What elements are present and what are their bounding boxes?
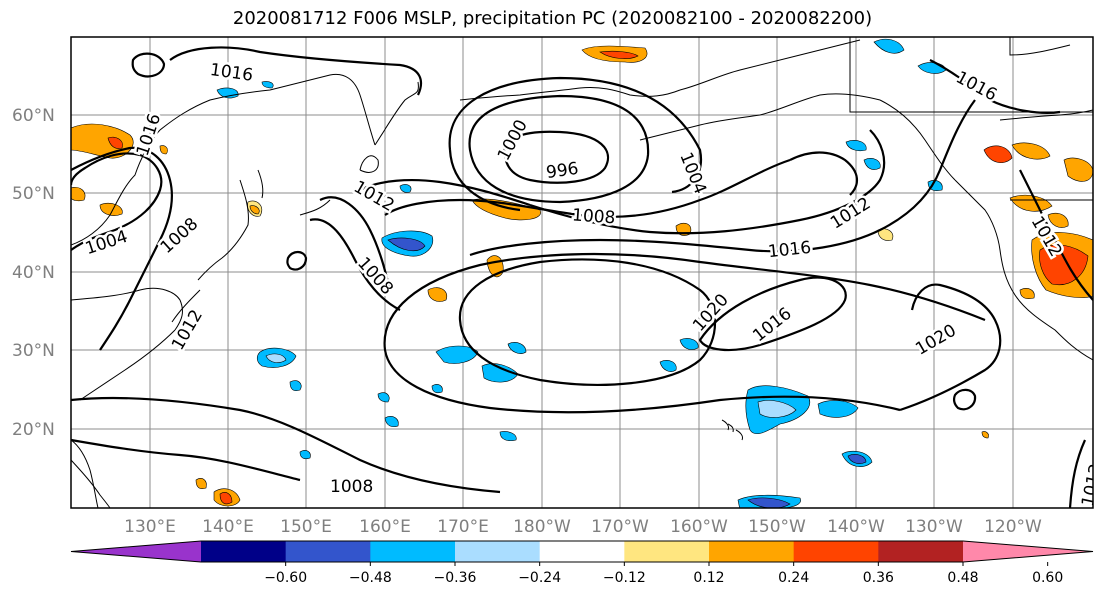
map-border <box>70 36 1094 509</box>
lon-label: 170°W <box>591 517 649 537</box>
colorbar-segment <box>709 541 795 562</box>
colorbar-tick-label: −0.36 <box>434 570 477 586</box>
lon-label: 140°E <box>202 517 254 537</box>
lon-label: 180°W <box>513 517 571 537</box>
colorbar-tick-label: −0.12 <box>603 570 646 586</box>
contour-label: 1008 <box>571 205 616 228</box>
colorbar-segment <box>878 541 964 562</box>
colorbar: −0.60 −0.48 −0.36 −0.24 −0.12 0.12 0.24 0.36 0.4… <box>70 540 1094 586</box>
colorbar-tick-label: 0.60 <box>1032 570 1063 586</box>
lat-label: 60°N <box>12 106 55 126</box>
coastlines <box>71 37 1093 508</box>
colorbar-outline <box>70 540 1094 563</box>
colorbar-tick-label: −0.24 <box>518 570 561 586</box>
colorbar-tick-label: 0.48 <box>947 570 978 586</box>
colorbar-tick-label: 0.36 <box>863 570 894 586</box>
colorbar-segment <box>624 541 710 562</box>
lon-label: 170°E <box>437 517 489 537</box>
colorbar-extend-min <box>71 541 201 562</box>
colorbar-segment <box>285 541 371 562</box>
lat-label: 30°N <box>12 341 55 361</box>
colorbar-tick-label: −0.48 <box>349 570 392 586</box>
lon-label: 160°E <box>359 517 411 537</box>
lon-label: 150°E <box>280 517 332 537</box>
lon-label: 120°W <box>984 517 1042 537</box>
graticule <box>71 37 1093 508</box>
colorbar-segment <box>455 541 541 562</box>
colorbar-segment <box>370 541 456 562</box>
contour-label: 1008 <box>330 477 373 497</box>
lon-label: 140°W <box>827 517 885 537</box>
latitude-labels: 60°N 50°N 40°N 30°N 20°N <box>12 106 55 440</box>
lat-label: 50°N <box>12 184 55 204</box>
colorbar-tick-label: 0.24 <box>778 570 809 586</box>
colorbar-segment <box>793 541 879 562</box>
lat-label: 20°N <box>12 420 55 440</box>
mslp-contours <box>71 46 1093 508</box>
map-title: 2020081712 F006 MSLP, precipitation PC (… <box>232 8 873 29</box>
lon-label: 160°W <box>670 517 728 537</box>
colorbar-tick-label: 0.12 <box>693 570 724 586</box>
colorbar-tick-label: −0.60 <box>264 570 307 586</box>
lon-label: 130°W <box>905 517 963 537</box>
lat-label: 40°N <box>12 263 55 283</box>
colorbar-extend-max <box>963 541 1093 562</box>
colorbar-segment <box>201 541 287 562</box>
colorbar-segment <box>539 541 625 562</box>
lon-label: 150°W <box>748 517 806 537</box>
longitude-labels: 130°E 140°E 150°E 160°E 170°E 180°W 170°… <box>124 517 1042 537</box>
lon-label: 130°E <box>124 517 176 537</box>
